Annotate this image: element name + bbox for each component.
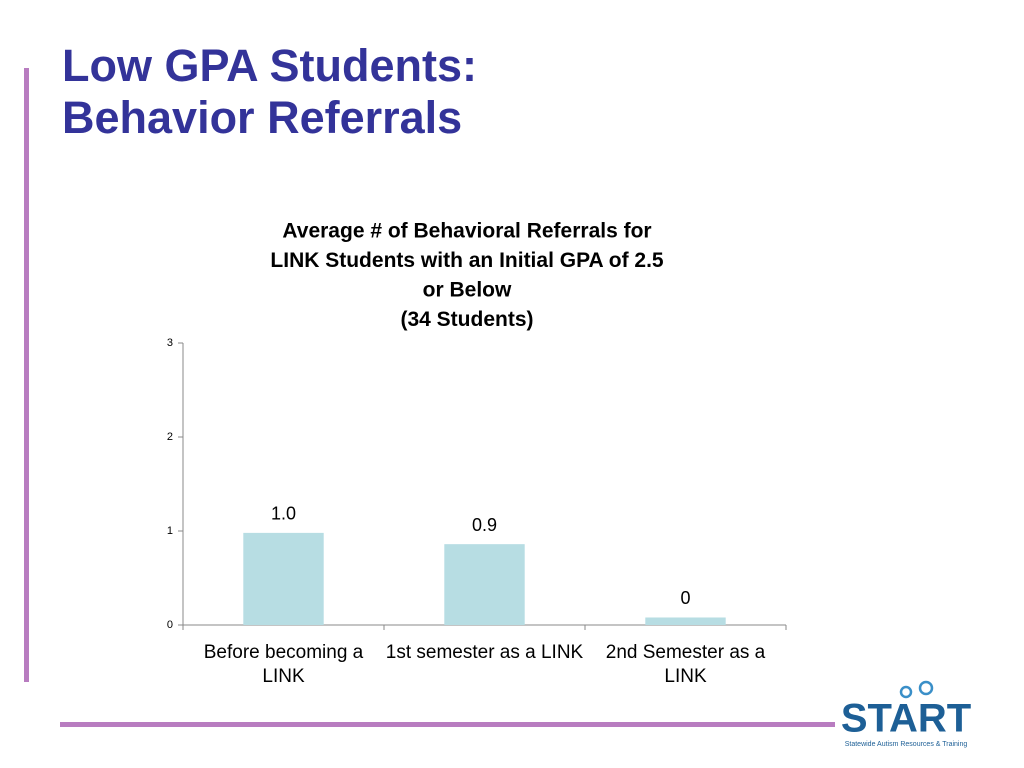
value-label: 0.9 [472, 515, 497, 535]
chart-title: or Below [423, 279, 512, 302]
logo-icon [918, 680, 934, 696]
chart-title: LINK Students with an Initial GPA of 2.5 [270, 249, 664, 272]
bar [645, 617, 726, 625]
y-tick-label: 3 [167, 337, 173, 349]
accent-bar [24, 68, 29, 682]
x-tick-label: Before becoming a LINK [203, 642, 364, 687]
y-tick-label: 1 [167, 525, 173, 537]
bar [243, 532, 324, 625]
logo-icon [899, 685, 913, 699]
value-label: 1.0 [271, 504, 296, 524]
x-tick-label: 1st semester as a LINK [385, 642, 584, 663]
bar [444, 544, 525, 625]
accent-line [60, 722, 835, 727]
chart-title: (34 Students) [400, 308, 533, 331]
title-line: Behavior Referrals [62, 92, 463, 143]
logo-tagline: Statewide Autism Resources & Training [845, 741, 968, 748]
y-tick-label: 0 [167, 619, 173, 631]
chart-title: Average # of Behavioral Referrals for [282, 220, 651, 243]
y-tick-label: 2 [167, 431, 173, 443]
x-tick-label: 2nd Semester as a LINK [605, 642, 766, 687]
slide-title: Low GPA Students: Behavior Referrals [62, 40, 477, 144]
value-label: 0 [680, 588, 690, 608]
logo-text: START [841, 697, 971, 741]
title-line: Low GPA Students: [62, 40, 477, 91]
logo: START Statewide Autism Resources & Train… [841, 680, 971, 748]
